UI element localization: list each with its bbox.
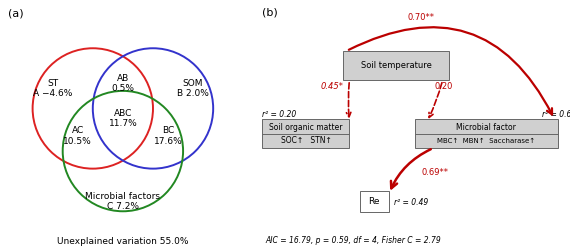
FancyArrowPatch shape — [391, 149, 431, 188]
Text: BC
17.6%: BC 17.6% — [154, 126, 182, 146]
Text: (b): (b) — [262, 8, 278, 18]
Text: (a): (a) — [7, 8, 23, 18]
Text: ABC
11.7%: ABC 11.7% — [108, 109, 137, 128]
Text: MBC↑  MBN↑  Saccharase↑: MBC↑ MBN↑ Saccharase↑ — [437, 138, 535, 144]
Text: AIC = 16.79, p = 0.59, df = 4, Fisher C = 2.79: AIC = 16.79, p = 0.59, df = 4, Fisher C … — [266, 236, 441, 245]
FancyBboxPatch shape — [415, 119, 557, 148]
Text: 0.69**: 0.69** — [421, 168, 449, 177]
Text: Soil temperature: Soil temperature — [361, 61, 431, 70]
Text: ST
A −4.6%: ST A −4.6% — [33, 79, 72, 98]
Text: Microbial factors
C 7.2%: Microbial factors C 7.2% — [86, 192, 160, 211]
FancyArrowPatch shape — [349, 27, 552, 114]
Text: Unexplained variation 55.0%: Unexplained variation 55.0% — [57, 237, 189, 246]
Text: SOC↑   STN↑: SOC↑ STN↑ — [280, 136, 331, 145]
Text: AC
10.5%: AC 10.5% — [63, 126, 92, 146]
Text: Soil organic matter: Soil organic matter — [269, 123, 343, 132]
Text: Re: Re — [369, 197, 380, 206]
FancyBboxPatch shape — [360, 191, 389, 212]
Text: r² = 0.20: r² = 0.20 — [262, 110, 297, 119]
FancyArrowPatch shape — [347, 83, 351, 117]
Text: AB
0.5%: AB 0.5% — [111, 74, 135, 93]
Text: SOM
B 2.0%: SOM B 2.0% — [177, 79, 209, 98]
Text: r² = 0.49: r² = 0.49 — [394, 198, 429, 207]
Text: 0.20: 0.20 — [435, 82, 453, 91]
Text: r² = 0.63: r² = 0.63 — [542, 110, 570, 119]
Text: 0.45*: 0.45* — [321, 82, 344, 91]
FancyBboxPatch shape — [262, 119, 349, 148]
Text: Microbial factor: Microbial factor — [456, 123, 516, 132]
Text: 0.70**: 0.70** — [408, 13, 434, 22]
FancyArrowPatch shape — [429, 83, 442, 117]
FancyBboxPatch shape — [343, 51, 449, 80]
